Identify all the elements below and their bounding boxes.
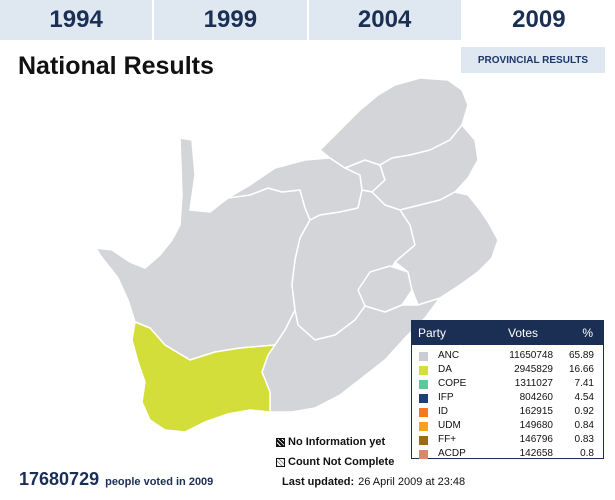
provincial-results-button[interactable]: PROVINCIAL RESULTS xyxy=(461,47,605,73)
table-row: FF+ 146796 0.83 xyxy=(412,433,603,447)
party-swatch xyxy=(419,436,428,445)
votes-column-header: Votes xyxy=(508,326,539,340)
party-swatch xyxy=(419,422,428,431)
party-name: DA xyxy=(438,364,452,375)
table-row: IFP 804260 4.54 xyxy=(412,391,603,405)
party-votes: 11650748 xyxy=(509,350,553,361)
legend-count-not-complete: Count Not Complete xyxy=(276,456,394,468)
party-percent: 0.8 xyxy=(580,448,594,459)
table-row: DA 2945829 16.66 xyxy=(412,363,603,377)
party-votes: 804260 xyxy=(519,392,553,403)
page-title: National Results xyxy=(18,52,214,80)
legend-no-information: No Information yet xyxy=(276,436,385,448)
party-swatch xyxy=(419,380,428,389)
party-column-header: Party xyxy=(418,326,447,340)
last-updated-label: Last updated: xyxy=(282,476,355,488)
results-table-header: Party Votes % xyxy=(412,321,603,345)
party-name: ANC xyxy=(438,350,460,361)
party-percent: 0.83 xyxy=(574,434,594,445)
region-western-cape[interactable] xyxy=(131,321,276,433)
party-votes: 1311027 xyxy=(514,378,553,389)
last-updated: Last updated: 26 April 2009 at 23:48 xyxy=(282,476,465,488)
party-percent: 4.54 xyxy=(574,392,594,403)
party-swatch xyxy=(419,366,428,375)
party-percent: 7.41 xyxy=(574,378,594,389)
party-percent: 0.92 xyxy=(574,406,594,417)
year-tabs: 1994 1999 2004 2009 xyxy=(0,0,615,40)
total-voters: 17680729 people voted in 2009 xyxy=(19,469,213,490)
total-voters-count: 17680729 xyxy=(19,469,100,489)
last-updated-value: 26 April 2009 at 23:48 xyxy=(358,476,466,488)
party-name: COPE xyxy=(438,378,467,389)
party-percent: 65.89 xyxy=(568,350,594,361)
table-row: ACDP 142658 0.8 xyxy=(412,447,603,461)
party-votes: 149680 xyxy=(519,420,553,431)
party-swatch xyxy=(419,408,428,417)
party-name: UDM xyxy=(438,420,461,431)
party-votes: 2945829 xyxy=(514,364,553,375)
tab-2004[interactable]: 2004 xyxy=(308,0,463,40)
party-name: ID xyxy=(438,406,448,417)
region-kwazulu-natal[interactable] xyxy=(394,191,499,306)
percent-column-header: % xyxy=(582,326,593,340)
results-table: Party Votes % ANC 11650748 65.89 DA 2945829… xyxy=(411,320,604,459)
table-row: ID 162915 0.92 xyxy=(412,405,603,419)
party-votes: 162915 xyxy=(519,406,553,417)
party-swatch xyxy=(419,394,428,403)
count-not-complete-swatch-icon xyxy=(276,457,285,467)
table-row: COPE 1311027 7.41 xyxy=(412,377,603,391)
party-percent: 16.66 xyxy=(568,364,594,375)
party-swatch xyxy=(419,450,428,459)
no-information-swatch-icon xyxy=(276,437,285,447)
table-row: ANC 11650748 65.89 xyxy=(412,349,603,363)
party-swatch xyxy=(419,352,428,361)
table-row: UDM 149680 0.84 xyxy=(412,419,603,433)
tab-1994[interactable]: 1994 xyxy=(0,0,155,40)
legend-no-information-label: No Information yet xyxy=(288,436,386,448)
party-name: ACDP xyxy=(438,448,466,459)
legend-count-not-complete-label: Count Not Complete xyxy=(288,456,395,468)
tab-1999[interactable]: 1999 xyxy=(154,0,309,40)
total-voters-label: people voted in 2009 xyxy=(105,476,214,488)
tab-2009[interactable]: 2009 xyxy=(462,0,615,40)
party-name: FF+ xyxy=(438,434,457,445)
results-rows: ANC 11650748 65.89 DA 2945829 16.66 COPE 1311… xyxy=(412,345,603,461)
party-percent: 0.84 xyxy=(574,420,594,431)
party-votes: 142658 xyxy=(519,448,553,459)
party-name: IFP xyxy=(438,392,454,403)
party-votes: 146796 xyxy=(519,434,553,445)
